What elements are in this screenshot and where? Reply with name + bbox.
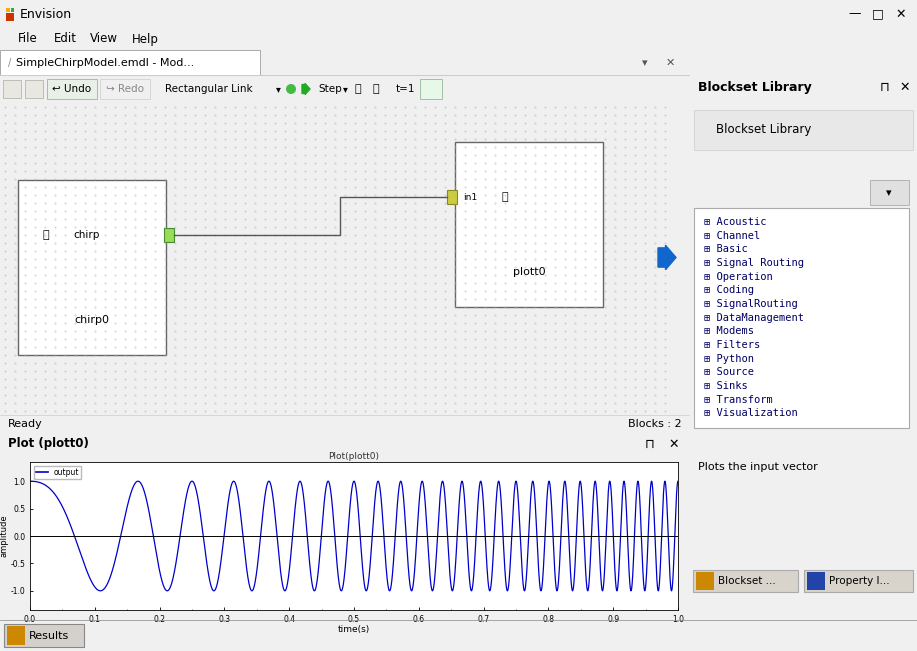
Text: Blockset ...: Blockset ... [718, 576, 776, 586]
Text: ⊞ SignalRouting: ⊞ SignalRouting [704, 299, 798, 309]
Text: ↪ Redo: ↪ Redo [106, 84, 144, 94]
Text: ⏹: ⏹ [372, 84, 380, 94]
Text: chirp0: chirp0 [74, 315, 109, 325]
Legend: output: output [34, 466, 82, 479]
Text: Plot (plott0): Plot (plott0) [8, 437, 89, 450]
Text: Envision: Envision [20, 8, 72, 20]
Text: Plots the input vector: Plots the input vector [698, 462, 818, 472]
Bar [693, 570, 798, 592]
Bar [804, 570, 913, 592]
Text: ⊓: ⊓ [646, 437, 655, 450]
Text: ⊞ Operation: ⊞ Operation [704, 271, 773, 282]
Text: t=1: t=1 [396, 84, 415, 94]
Text: □: □ [872, 8, 884, 20]
Text: Property l...: Property l... [829, 576, 889, 586]
Bar [7, 626, 25, 645]
Bar [6, 8, 10, 12]
Text: ▾: ▾ [642, 58, 647, 68]
Bar [807, 572, 825, 590]
FancyArrow shape [302, 83, 310, 94]
Text: ⊞ Python: ⊞ Python [704, 353, 754, 364]
Bar [164, 228, 174, 242]
Text: ⊞ Filters: ⊞ Filters [704, 340, 760, 350]
Text: 🔮: 🔮 [502, 192, 508, 202]
Text: ⊓: ⊓ [880, 81, 889, 94]
Title: Plot(plott0): Plot(plott0) [328, 452, 380, 461]
Text: File: File [18, 33, 38, 46]
Bar [447, 190, 457, 204]
Bar [6, 13, 14, 21]
X-axis label: time(s): time(s) [337, 625, 370, 634]
Y-axis label: amplitude: amplitude [0, 515, 9, 557]
Bar [3, 80, 21, 98]
Circle shape [286, 84, 296, 94]
Text: ⊞ Sinks: ⊞ Sinks [704, 381, 747, 391]
Bar [420, 79, 442, 99]
Text: ▾: ▾ [343, 84, 348, 94]
Bar [0, 50, 260, 75]
Bar [25, 80, 43, 98]
Text: ✕: ✕ [666, 58, 675, 68]
Text: ⊞ Basic: ⊞ Basic [704, 244, 747, 255]
Text: View: View [90, 33, 118, 46]
Text: chirp: chirp [73, 230, 99, 240]
Text: ⊞ Signal Routing: ⊞ Signal Routing [704, 258, 804, 268]
Text: Step: Step [318, 84, 342, 94]
Text: 🔮: 🔮 [43, 230, 50, 240]
Bar [47, 79, 97, 99]
FancyArrow shape [658, 245, 676, 270]
Text: ✕: ✕ [668, 437, 679, 450]
Text: ▾: ▾ [886, 188, 892, 198]
Bar [11, 8, 14, 12]
Text: SimpleChirpModel.emdl - Mod...: SimpleChirpModel.emdl - Mod... [16, 58, 194, 68]
Text: ⊞ Channel: ⊞ Channel [704, 230, 760, 241]
Text: ▾: ▾ [276, 84, 281, 94]
Text: Blockset Library: Blockset Library [716, 124, 812, 137]
Bar [694, 110, 913, 150]
Bar [694, 208, 909, 428]
Text: ✕: ✕ [896, 8, 906, 20]
Text: ⊞ Transform: ⊞ Transform [704, 395, 773, 405]
Bar [696, 572, 714, 590]
Bar [870, 180, 909, 205]
Text: in1: in1 [463, 193, 477, 202]
Text: —: — [849, 8, 861, 20]
Text: ⊞ Modems: ⊞ Modems [704, 326, 754, 337]
Text: ✕: ✕ [900, 81, 911, 94]
Text: Help: Help [132, 33, 159, 46]
Text: Blockset Library: Blockset Library [698, 81, 812, 94]
Text: Blocks : 2: Blocks : 2 [628, 419, 682, 429]
Text: ⊞ Source: ⊞ Source [704, 367, 754, 378]
Bar [455, 142, 603, 307]
Text: Ready: Ready [8, 419, 43, 429]
Text: Rectangular Link: Rectangular Link [165, 84, 252, 94]
Text: ⊞ Visualization: ⊞ Visualization [704, 408, 798, 419]
Text: ⏸: ⏸ [355, 84, 361, 94]
Text: Edit: Edit [54, 33, 77, 46]
Bar [4, 624, 84, 647]
Text: ⊞ Acoustic: ⊞ Acoustic [704, 217, 767, 227]
Bar [100, 79, 150, 99]
Text: ↩ Undo: ↩ Undo [52, 84, 92, 94]
Bar [18, 180, 166, 355]
Text: ⊞ DataManagement: ⊞ DataManagement [704, 312, 804, 323]
Text: ⊞ Coding: ⊞ Coding [704, 285, 754, 296]
Text: plott0: plott0 [513, 267, 546, 277]
Text: Results: Results [29, 631, 70, 641]
Text: /: / [8, 58, 11, 68]
